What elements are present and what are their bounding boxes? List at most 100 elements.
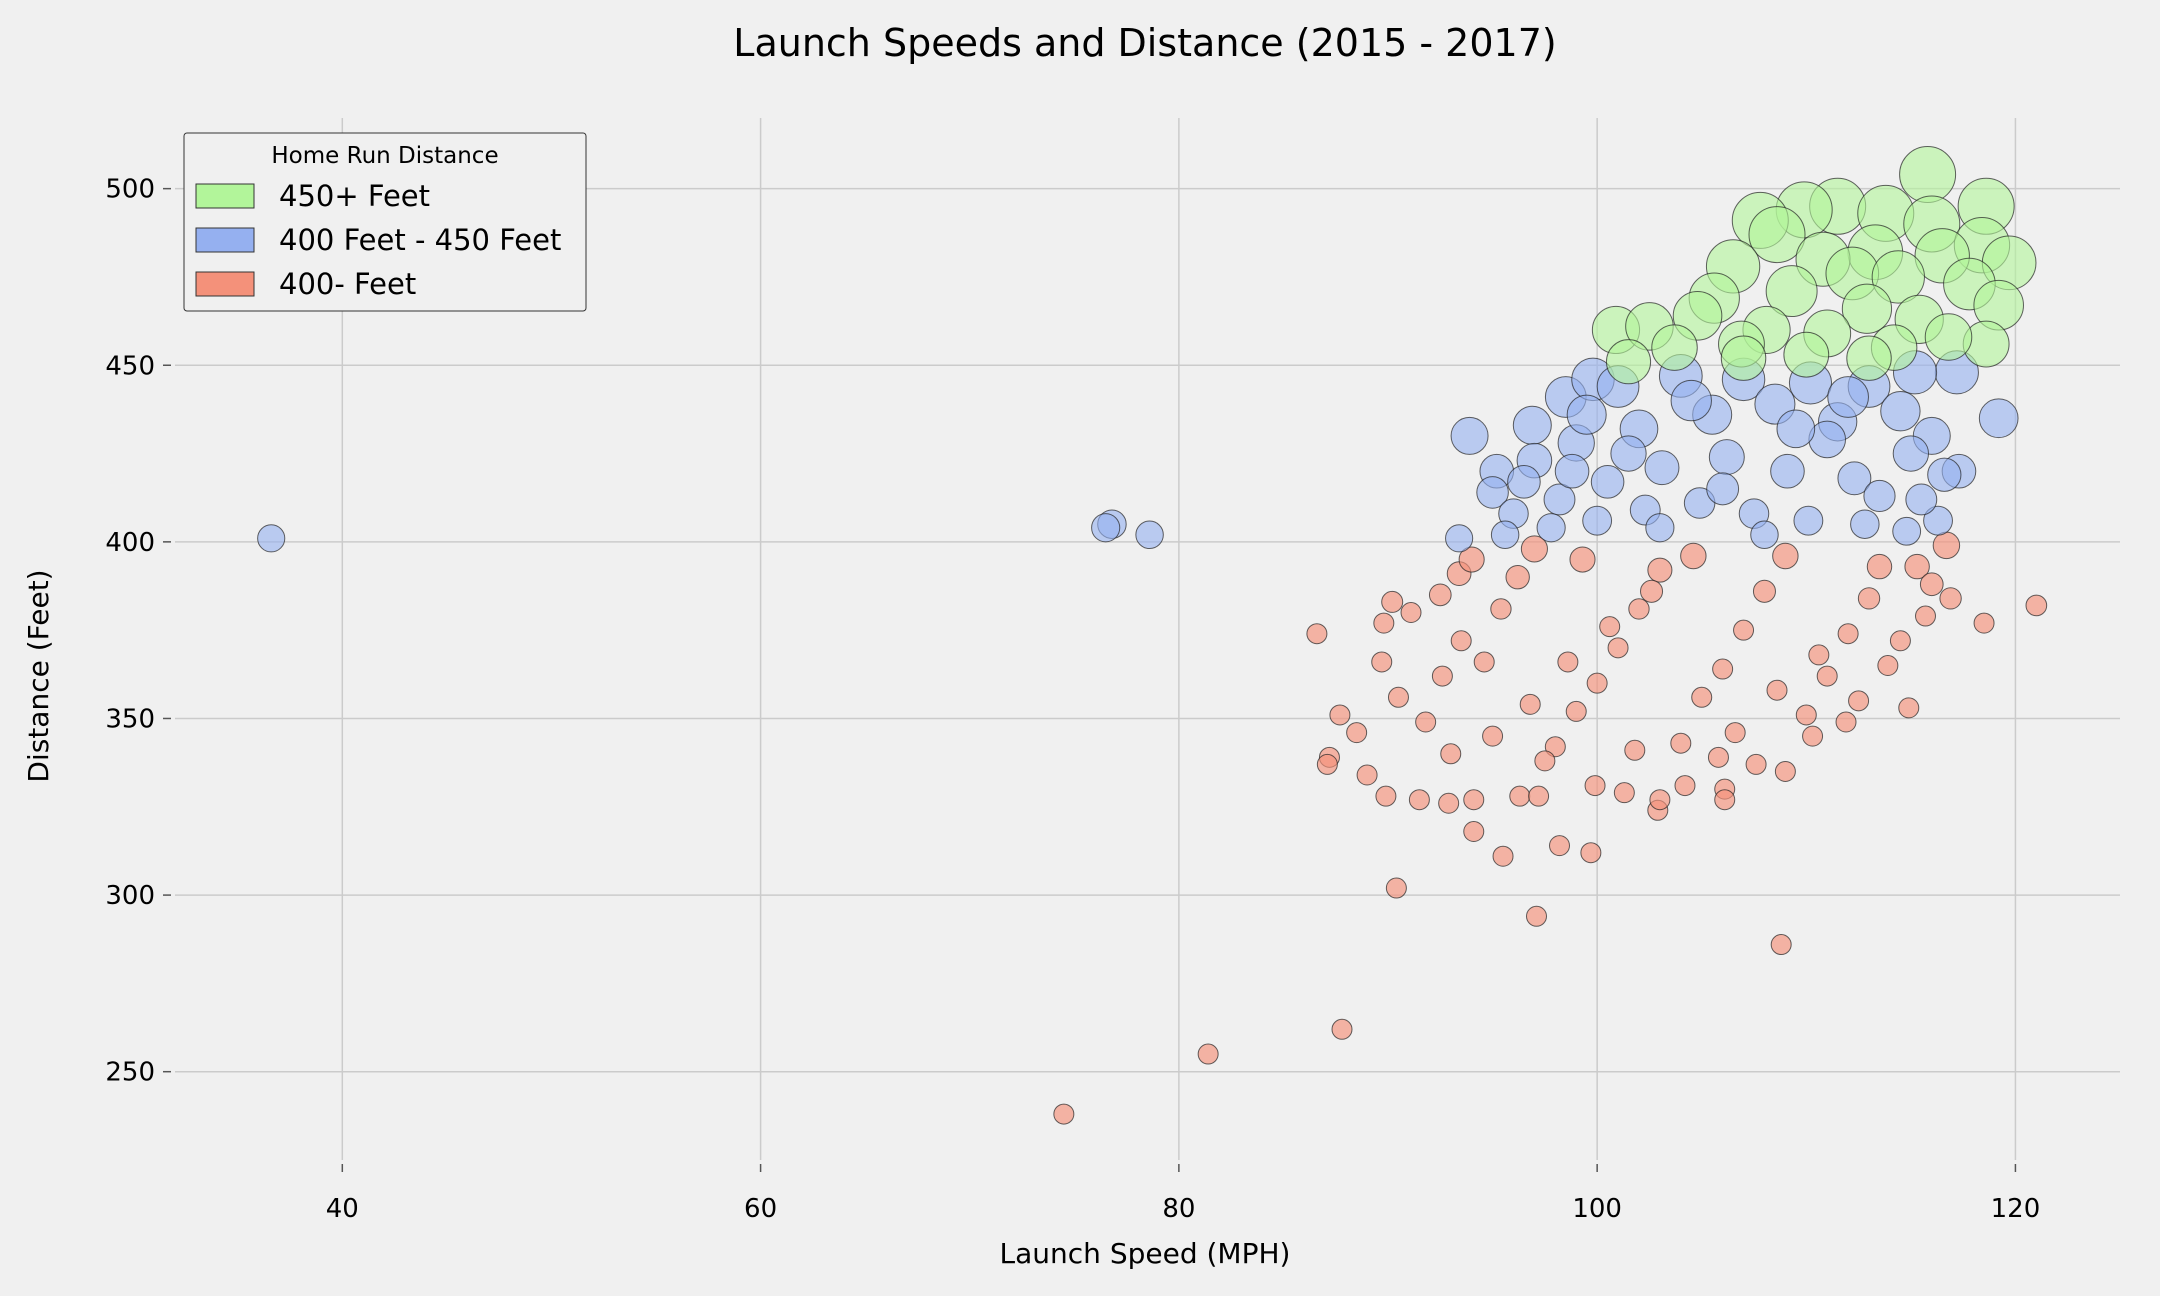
data-point [1670,379,1712,422]
x-tick-label: 40 [326,1194,359,1224]
data-point [1712,658,1734,680]
data-point [1536,513,1566,543]
data-point [1440,743,1462,765]
data-point [1590,465,1625,499]
data-point [1509,785,1531,807]
data-point [1841,283,1893,334]
data-point [1932,531,1961,560]
legend-title: Home Run Distance [271,143,498,169]
data-point [1549,835,1571,857]
legend-label-400-450: 400 Feet - 450 Feet [279,223,561,257]
data-point [1375,785,1397,807]
data-point [1476,476,1509,509]
legend-swatch-400-450 [195,227,255,253]
data-point [1802,725,1824,747]
data-point [1526,905,1547,927]
y-tick-label: 300 [105,881,155,911]
y-tick-label: 500 [105,175,155,205]
data-point [1385,877,1407,899]
data-point [1450,416,1489,455]
legend-label-450-plus: 450+ Feet [279,179,430,213]
data-point [1584,775,1606,797]
legend-swatch-under-400 [195,271,255,297]
data-point [1733,619,1755,641]
data-point [1306,623,1328,645]
data-point [1197,1043,1219,1065]
data-point [1569,546,1596,573]
data-point [1528,785,1550,807]
series-1 [257,350,2019,553]
data-point [1708,439,1745,476]
data-point [1651,324,1698,371]
data-point [1793,505,1824,536]
data-point [1624,739,1646,761]
data-point [1438,792,1460,814]
data-point [1628,598,1650,620]
data-point [1745,753,1767,775]
y-tick-label: 250 [105,1058,155,1088]
data-point [1445,524,1474,553]
data-point [1431,665,1453,687]
data-point [1795,704,1817,726]
data-point [1827,376,1869,418]
data-point [1837,461,1872,496]
data-point [1135,520,1164,550]
data-point [1640,579,1664,603]
data-point [1808,644,1830,666]
data-point [1706,472,1740,506]
data-point [1674,775,1696,797]
y-tick-label: 450 [105,351,155,381]
data-point [1877,654,1899,676]
data-point [1505,564,1530,590]
data-point [1544,736,1566,758]
data-point [1519,693,1541,715]
data-point [1329,704,1351,726]
data-point [1580,842,1602,864]
data-point [1463,821,1485,843]
data-point [1091,513,1121,543]
data-point [1915,605,1936,627]
data-point [1714,789,1736,811]
data-point [1866,553,1893,580]
data-point [1889,630,1911,652]
x-tick-label: 60 [744,1194,777,1224]
data-point [1973,612,1995,634]
data-point [1857,587,1881,610]
x-axis-label: Launch Speed (MPH) [1000,1237,1291,1270]
x-tick-label: 80 [1162,1194,1195,1224]
data-point [1557,651,1579,673]
data-point [1724,722,1746,744]
data-point [1770,934,1792,956]
data-point [1772,542,1799,570]
y-tick-label: 350 [105,704,155,734]
legend-box [183,132,587,312]
data-point [1783,331,1830,378]
axis-ticks: 40 60 80 100 120 250 300 350 400 450 500 [105,175,2040,1224]
data-point [1566,394,1607,435]
data-point [1482,725,1504,747]
data-point [1898,697,1920,719]
data-point [1599,616,1621,638]
data-point [1647,557,1673,583]
data-point [1892,516,1922,546]
y-axis-label: Distance (Feet) [22,569,55,782]
data-point [2025,594,2048,617]
data-point [1905,483,1938,516]
data-point [1356,764,1378,786]
data-point [1837,623,1859,645]
data-point [1053,1103,1075,1125]
data-point [1816,665,1838,687]
data-point [1554,453,1590,489]
data-point [1605,339,1652,385]
data-point [1846,335,1892,381]
data-point [1892,435,1930,472]
data-point [1939,587,1962,610]
y-tick-label: 400 [105,528,155,558]
data-point [257,524,286,553]
data-point [1765,265,1818,318]
data-point [1880,390,1921,432]
data-point [1400,602,1422,624]
data-point [1381,590,1404,613]
data-point [1607,637,1629,659]
data-point [1428,583,1452,607]
